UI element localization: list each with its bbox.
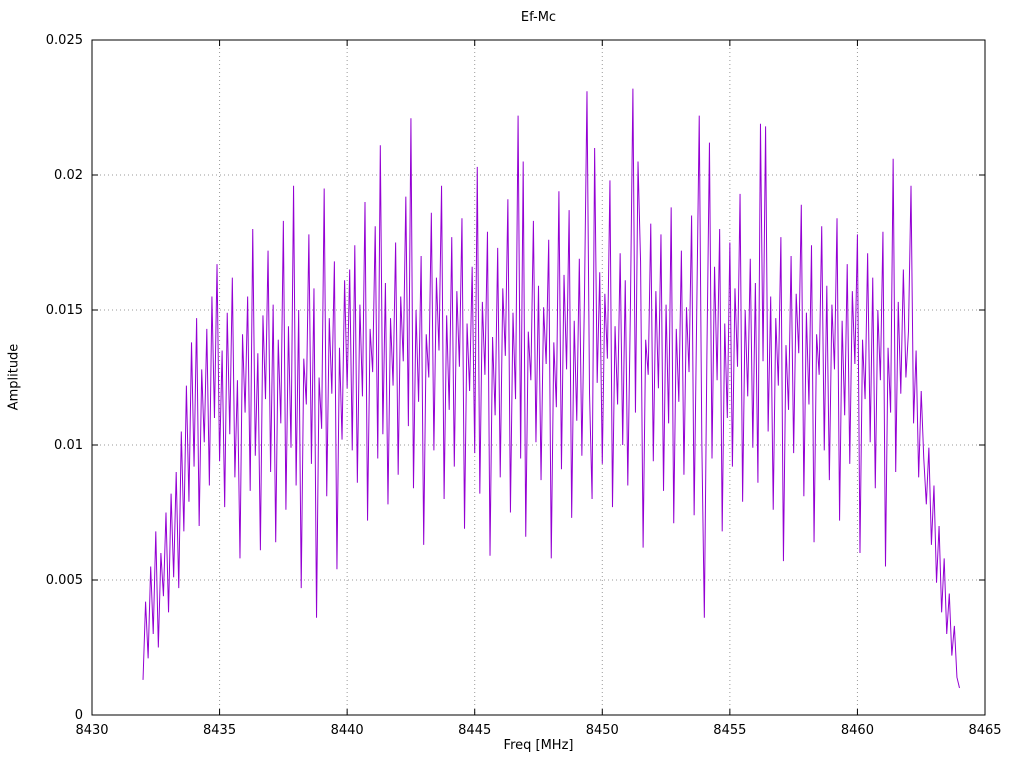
y-tick-label: 0 [75,708,83,723]
y-tick-label: 0.015 [46,303,83,318]
y-tick-label: 0.005 [46,573,83,588]
chart-title: Ef-Mc [520,10,557,25]
x-axis-label: Freq [MHz] [503,738,574,753]
x-tick-label: 8430 [75,723,108,738]
x-tick-label: 8450 [586,723,619,738]
x-tick-label: 8455 [713,723,746,738]
y-tick-label: 0.02 [54,168,83,183]
x-tick-label: 8445 [458,723,491,738]
x-tick-label: 8435 [203,723,236,738]
x-tick-label: 8460 [841,723,874,738]
y-tick-label: 0.01 [54,438,83,453]
x-tick-label: 8440 [331,723,364,738]
y-tick-label: 0.025 [46,33,83,48]
data-series-line [142,88,960,689]
y-axis-label: Amplitude [6,343,22,411]
x-tick-label: 8465 [968,723,1001,738]
